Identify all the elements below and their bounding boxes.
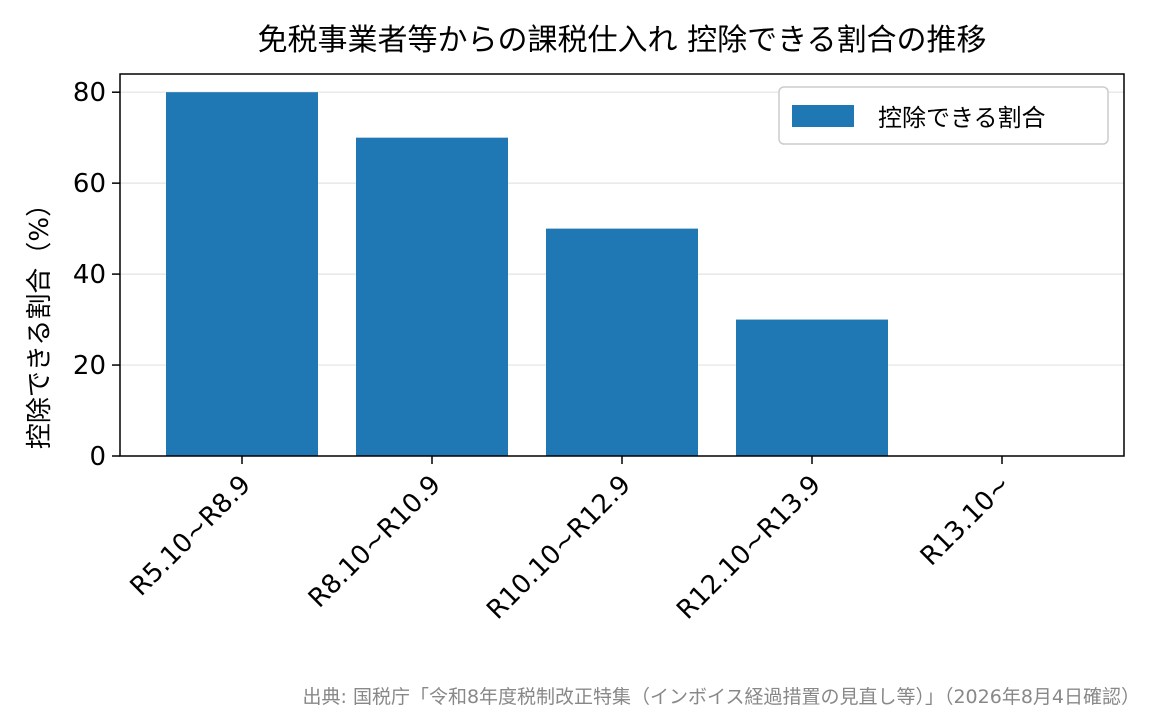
legend-label: 控除できる割合 xyxy=(878,104,1046,132)
x-tick-label: R10.10~R12.9 xyxy=(481,470,637,626)
legend-swatch xyxy=(792,105,854,127)
y-tick-label: 0 xyxy=(89,442,106,472)
chart-title: 免税事業者等からの課税仕入れ 控除できる割合の推移 xyxy=(258,23,987,58)
x-axis-ticks: R5.10~R8.9 R8.10~R10.9 R10.10~R12.9 R12.10~… xyxy=(125,456,1017,625)
x-tick-label: R12.10~R13.9 xyxy=(671,470,827,626)
source-note: 出典: 国税庁「令和8年度税制改正特集（インボイス経過措置の見直し等）」（202… xyxy=(303,686,1141,708)
legend-box xyxy=(778,86,1109,145)
y-tick-label: 60 xyxy=(73,169,106,199)
bar xyxy=(736,319,888,456)
y-tick-label: 40 xyxy=(73,260,106,290)
x-tick-label: R8.10~R10.9 xyxy=(303,470,447,614)
bar xyxy=(166,92,318,456)
x-tick-label: R13.10~ xyxy=(915,470,1017,572)
y-tick-label: 80 xyxy=(73,78,106,108)
y-axis-ticks: 0 20 40 60 80 xyxy=(73,78,120,472)
bar xyxy=(546,228,698,456)
legend: 控除できる割合 xyxy=(778,86,1109,145)
x-tick-label: R5.10~R8.9 xyxy=(125,470,257,602)
y-tick-label: 20 xyxy=(73,351,106,381)
y-axis-label: 控除できる割合（%） xyxy=(25,191,55,449)
bars xyxy=(166,92,888,456)
bar xyxy=(356,137,508,456)
